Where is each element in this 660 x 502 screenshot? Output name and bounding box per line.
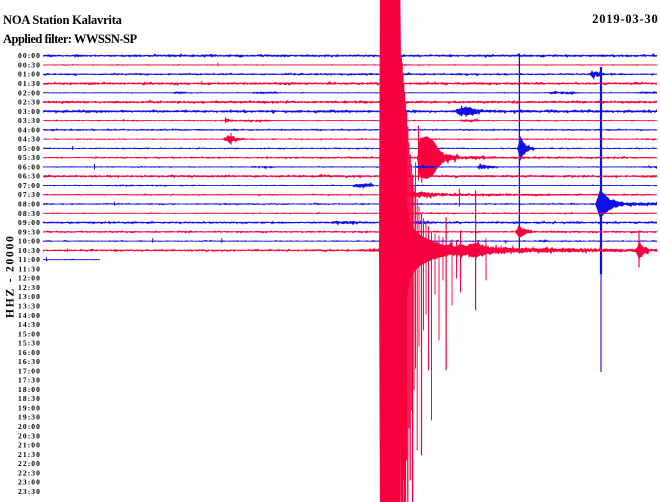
svg-text:21:30: 21:30 — [18, 450, 41, 459]
svg-text:17:30: 17:30 — [18, 376, 41, 385]
svg-text:18:30: 18:30 — [18, 394, 41, 403]
svg-text:05:00: 05:00 — [18, 144, 41, 153]
svg-text:01:30: 01:30 — [18, 79, 41, 88]
svg-text:07:30: 07:30 — [18, 190, 41, 199]
svg-text:04:30: 04:30 — [18, 135, 41, 144]
svg-text:23:00: 23:00 — [18, 478, 41, 487]
svg-text:HHZ - 20000: HHZ - 20000 — [5, 234, 17, 318]
svg-text:21:00: 21:00 — [18, 441, 41, 450]
svg-text:22:30: 22:30 — [18, 468, 41, 477]
svg-text:Applied filter: WWSSN-SP: Applied filter: WWSSN-SP — [3, 32, 137, 46]
svg-text:15:30: 15:30 — [18, 339, 41, 348]
svg-text:17:00: 17:00 — [18, 366, 41, 375]
svg-text:00:00: 00:00 — [18, 51, 41, 60]
svg-text:13:30: 13:30 — [18, 302, 41, 311]
svg-text:23:30: 23:30 — [18, 487, 41, 496]
svg-text:22:00: 22:00 — [18, 459, 41, 468]
svg-text:03:30: 03:30 — [18, 116, 41, 125]
svg-text:03:00: 03:00 — [18, 107, 41, 116]
svg-text:19:00: 19:00 — [18, 404, 41, 413]
svg-text:NOA Station Kalavrita: NOA Station Kalavrita — [3, 13, 123, 27]
svg-text:18:00: 18:00 — [18, 385, 41, 394]
svg-text:08:30: 08:30 — [18, 209, 41, 218]
svg-text:02:30: 02:30 — [18, 98, 41, 107]
svg-text:09:00: 09:00 — [18, 218, 41, 227]
svg-text:04:00: 04:00 — [18, 125, 41, 134]
svg-text:09:30: 09:30 — [18, 227, 41, 236]
svg-text:19:30: 19:30 — [18, 413, 41, 422]
svg-text:20:30: 20:30 — [18, 431, 41, 440]
svg-text:10:00: 10:00 — [18, 237, 41, 246]
svg-text:14:00: 14:00 — [18, 311, 41, 320]
svg-text:06:00: 06:00 — [18, 162, 41, 171]
svg-text:00:30: 00:30 — [18, 61, 41, 70]
svg-text:20:00: 20:00 — [18, 422, 41, 431]
svg-text:16:00: 16:00 — [18, 348, 41, 357]
svg-text:08:00: 08:00 — [18, 200, 41, 209]
svg-text:13:00: 13:00 — [18, 292, 41, 301]
svg-text:11:00: 11:00 — [18, 255, 41, 264]
svg-text:2019-03-30: 2019-03-30 — [592, 12, 658, 26]
svg-text:15:00: 15:00 — [18, 329, 41, 338]
svg-text:11:30: 11:30 — [18, 264, 41, 273]
svg-text:06:30: 06:30 — [18, 172, 41, 181]
svg-text:12:00: 12:00 — [18, 274, 41, 283]
svg-text:14:30: 14:30 — [18, 320, 41, 329]
svg-text:02:00: 02:00 — [18, 88, 41, 97]
svg-text:05:30: 05:30 — [18, 153, 41, 162]
svg-text:12:30: 12:30 — [18, 283, 41, 292]
svg-text:01:00: 01:00 — [18, 70, 41, 79]
svg-text:07:00: 07:00 — [18, 181, 41, 190]
svg-text:10:30: 10:30 — [18, 246, 41, 255]
svg-text:16:30: 16:30 — [18, 357, 41, 366]
